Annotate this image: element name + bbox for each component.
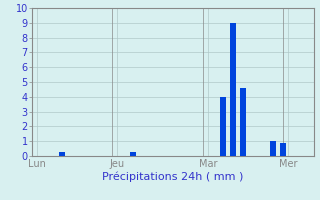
Bar xyxy=(240,88,246,156)
Bar xyxy=(59,152,65,156)
Bar xyxy=(270,141,276,156)
Bar xyxy=(230,23,236,156)
Bar xyxy=(130,152,136,156)
Bar xyxy=(220,97,226,156)
X-axis label: Précipitations 24h ( mm ): Précipitations 24h ( mm ) xyxy=(102,172,244,182)
Bar xyxy=(280,143,286,156)
